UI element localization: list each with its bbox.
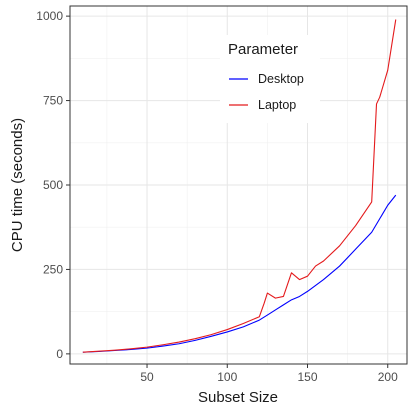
legend: Parameter Desktop Laptop	[220, 35, 320, 123]
x-tick-label: 150	[297, 370, 317, 384]
y-axis-ticks: 0 250 500 750 1000	[36, 9, 70, 361]
legend-label-laptop: Laptop	[258, 98, 296, 112]
x-tick-label: 100	[217, 370, 237, 384]
y-tick-label: 500	[43, 178, 63, 192]
y-tick-label: 750	[43, 94, 63, 108]
x-axis-ticks: 50 100 150 200	[140, 364, 398, 384]
series-line-laptop	[82, 19, 397, 353]
legend-title: Parameter	[228, 41, 298, 58]
x-tick-label: 200	[378, 370, 398, 384]
y-tick-label: 250	[43, 262, 63, 276]
legend-items: Desktop Laptop	[229, 72, 304, 112]
y-axis-title: CPU time (seconds)	[9, 118, 26, 252]
series-line-desktop	[82, 194, 397, 353]
x-tick-label: 50	[140, 370, 154, 384]
y-tick-label: 0	[56, 347, 63, 361]
y-tick-label: 1000	[36, 9, 63, 23]
legend-label-desktop: Desktop	[258, 72, 304, 86]
x-axis-title: Subset Size	[198, 389, 278, 406]
